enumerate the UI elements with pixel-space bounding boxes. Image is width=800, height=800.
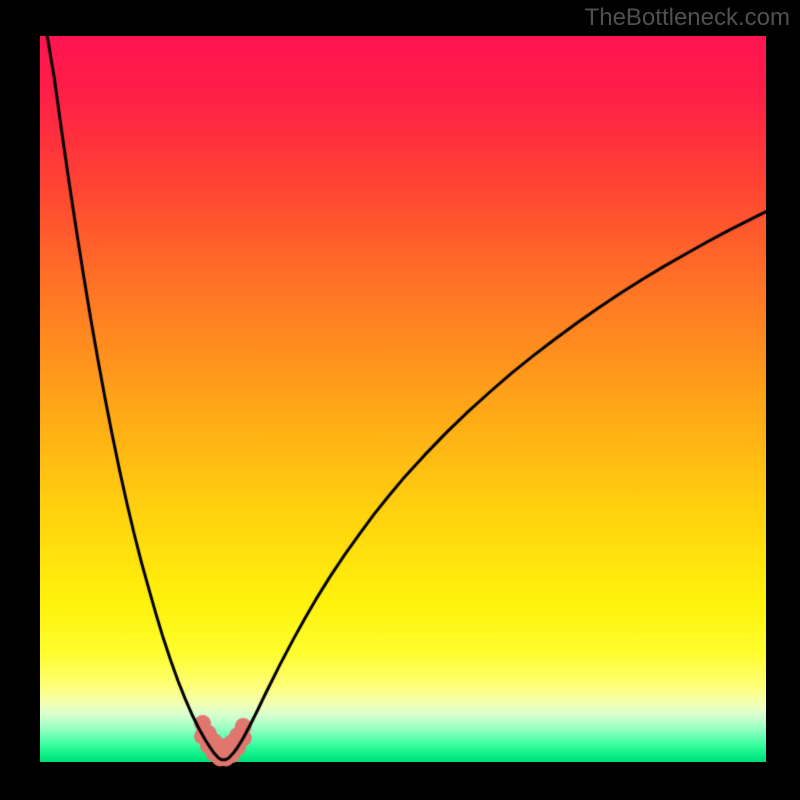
watermark-text: TheBottleneck.com: [585, 4, 790, 32]
chart-stage: TheBottleneck.com: [0, 0, 800, 800]
bottleneck-curve-chart: [0, 0, 800, 800]
